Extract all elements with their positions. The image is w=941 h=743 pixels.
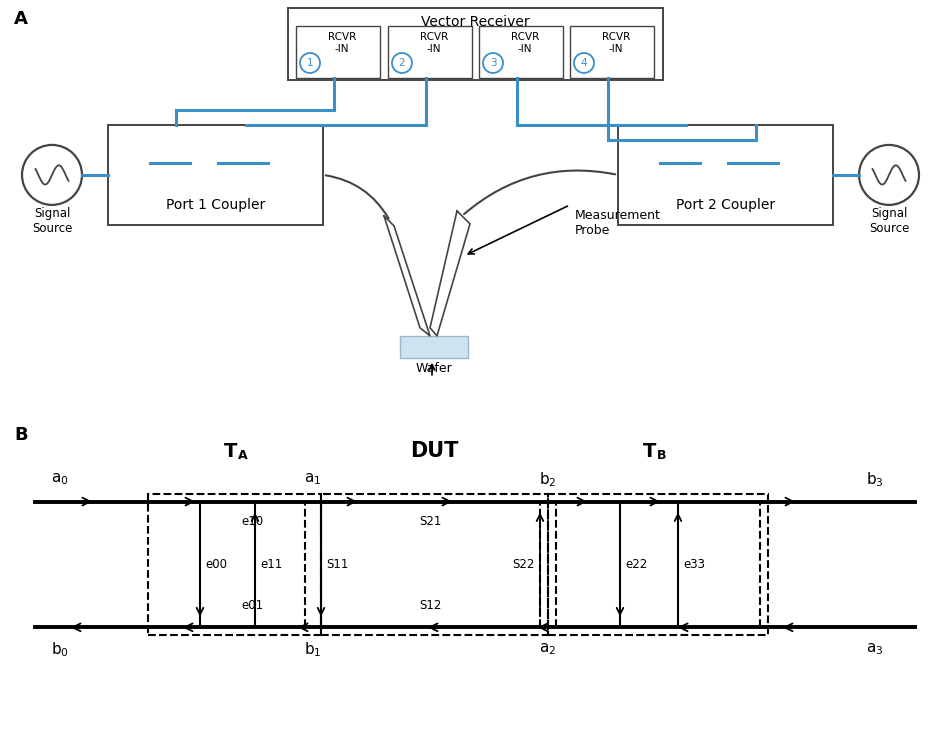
Text: b$_2$: b$_2$ [539, 470, 557, 489]
Bar [400, 336, 468, 358]
Text: b$_3$: b$_3$ [866, 470, 884, 489]
Text: e33: e33 [683, 558, 705, 571]
Text: e22: e22 [625, 558, 647, 571]
Text: Port 1 Coupler: Port 1 Coupler [166, 198, 265, 212]
Bar [321, 493, 548, 635]
Text: e11: e11 [260, 558, 282, 571]
Bar [479, 26, 563, 78]
Bar [548, 493, 768, 635]
Text: Wafer: Wafer [416, 362, 453, 374]
Text: A: A [238, 449, 247, 462]
Text: a$_3$: a$_3$ [867, 642, 884, 658]
Polygon shape [430, 211, 470, 336]
Text: DUT: DUT [410, 441, 458, 461]
Text: 1: 1 [307, 58, 313, 68]
Text: Measurement
Probe: Measurement Probe [575, 209, 661, 237]
Text: T: T [224, 442, 237, 461]
Text: -IN: -IN [427, 44, 441, 54]
Text: 4: 4 [581, 58, 587, 68]
Text: Port 2 Coupler: Port 2 Coupler [676, 198, 775, 212]
Polygon shape [384, 216, 430, 336]
Text: e10: e10 [242, 515, 263, 528]
Text: 3: 3 [489, 58, 496, 68]
Bar [388, 26, 472, 78]
Bar [288, 8, 663, 80]
Text: B: B [14, 426, 27, 444]
Text: S22: S22 [513, 558, 535, 571]
Text: T: T [644, 442, 657, 461]
Text: -IN: -IN [609, 44, 624, 54]
Text: RCVR: RCVR [328, 32, 357, 42]
Text: RCVR: RCVR [602, 32, 630, 42]
Text: a$_1$: a$_1$ [304, 472, 322, 487]
Text: A: A [14, 10, 28, 28]
Text: -IN: -IN [518, 44, 533, 54]
Text: S12: S12 [420, 599, 441, 611]
Text: Signal
Source: Signal Source [869, 207, 909, 235]
Text: B: B [657, 449, 667, 462]
Text: RCVR: RCVR [511, 32, 539, 42]
Bar [570, 26, 654, 78]
Text: a$_2$: a$_2$ [539, 642, 556, 658]
Text: S11: S11 [326, 558, 348, 571]
Text: 2: 2 [399, 58, 406, 68]
Text: RCVR: RCVR [420, 32, 448, 42]
Bar [618, 125, 833, 225]
Text: Vector Receiver: Vector Receiver [422, 15, 530, 29]
Text: -IN: -IN [335, 44, 349, 54]
Text: Signal
Source: Signal Source [32, 207, 72, 235]
Text: e01: e01 [242, 599, 263, 611]
Bar [148, 493, 321, 635]
Text: b$_0$: b$_0$ [51, 640, 69, 659]
Text: b$_1$: b$_1$ [304, 640, 322, 659]
Bar [296, 26, 380, 78]
Bar [108, 125, 323, 225]
Text: e00: e00 [205, 558, 227, 571]
Text: a$_0$: a$_0$ [51, 472, 69, 487]
Text: S21: S21 [420, 515, 441, 528]
